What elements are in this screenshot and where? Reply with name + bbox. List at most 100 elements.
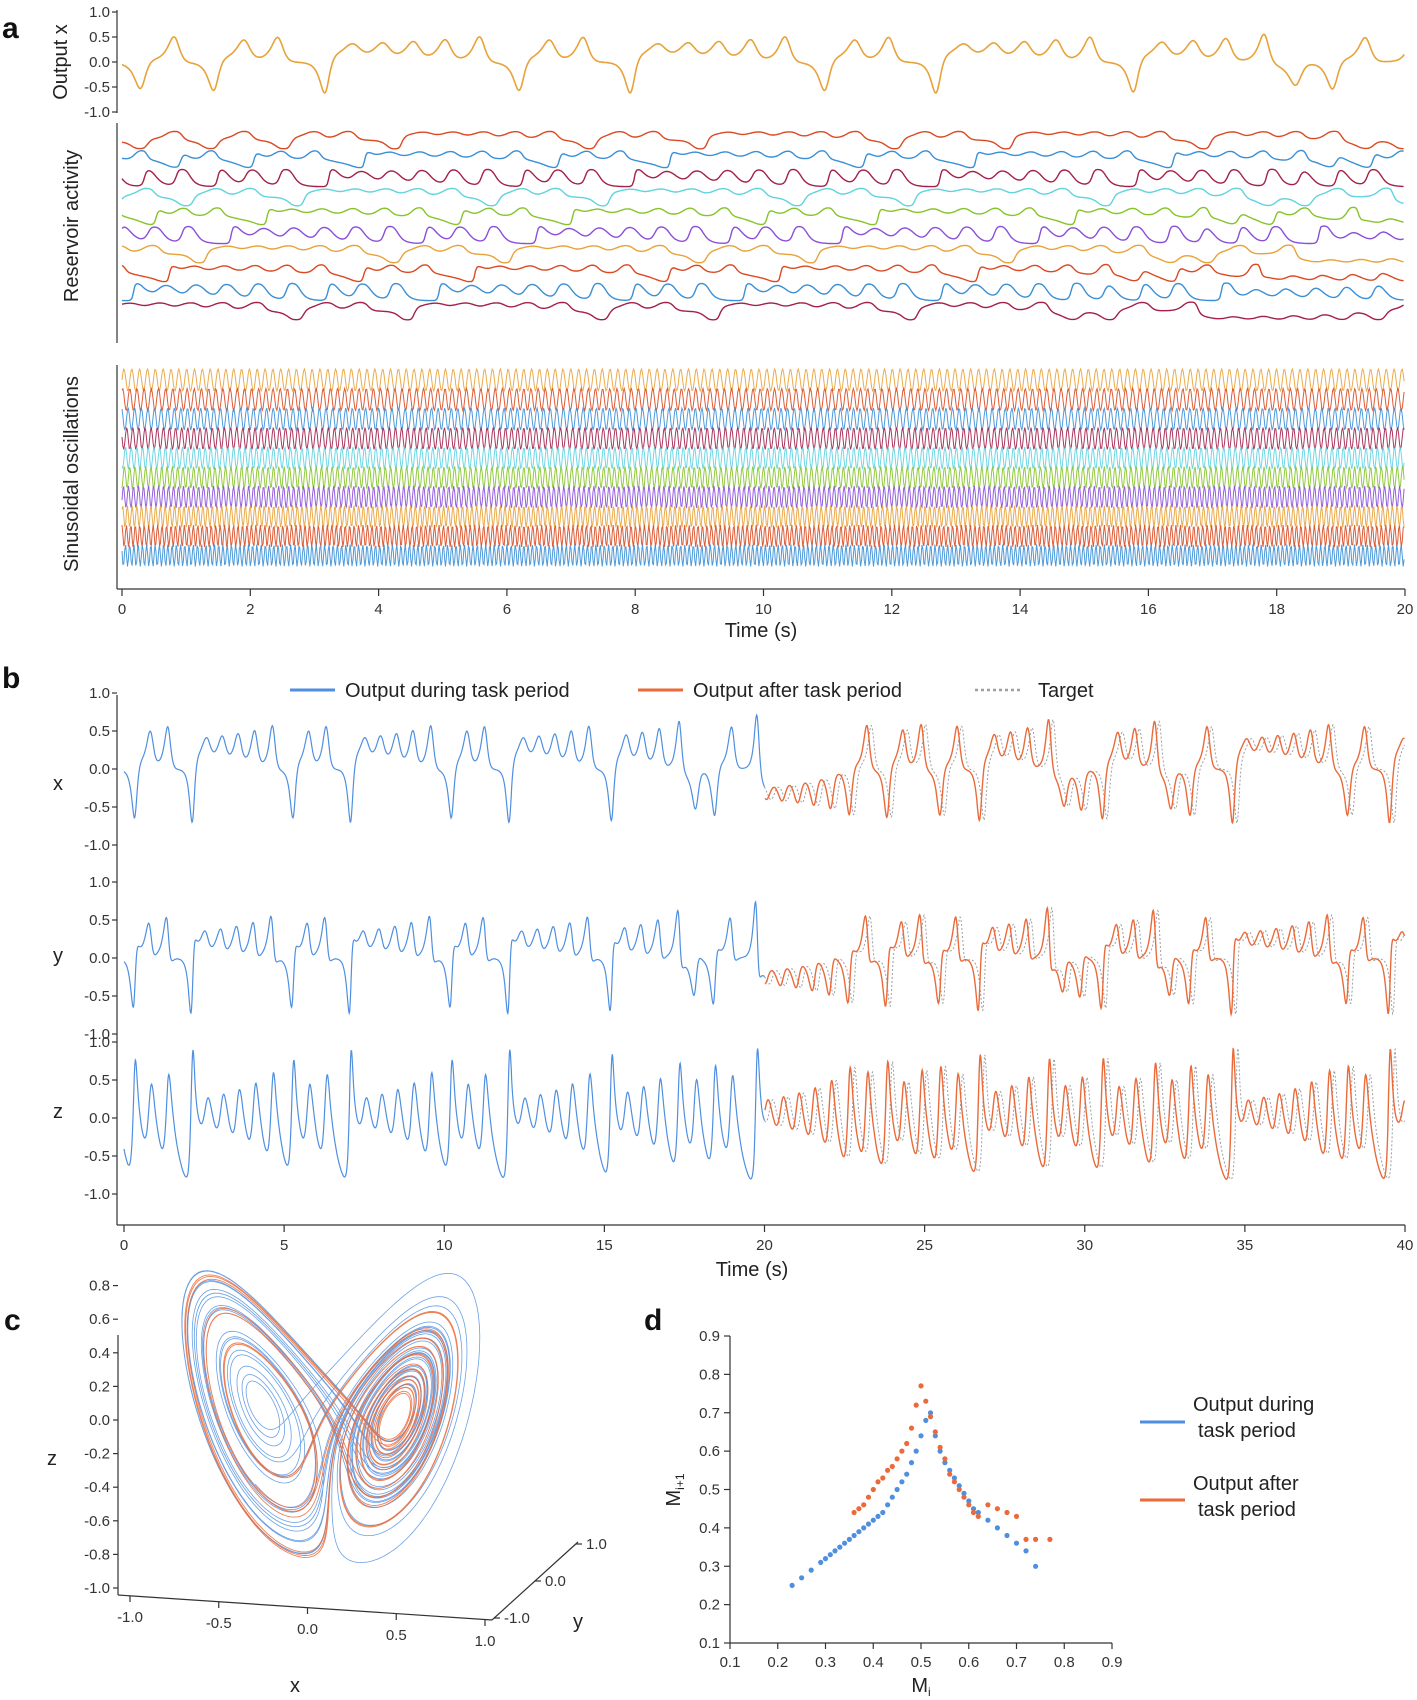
d-point-after — [1047, 1536, 1053, 1542]
d-point-task — [846, 1536, 853, 1542]
a-xticks: 0 2 4 6 8 10 12 14 16 18 20 — [118, 589, 1414, 618]
c-ztick-label: 0.6 — [89, 1311, 110, 1328]
b-ytick-label: -1.0 — [84, 1026, 110, 1043]
d-ytick-label: 0.7 — [699, 1405, 720, 1422]
d-point-task — [913, 1448, 919, 1454]
c-xlabel: x — [290, 1675, 300, 1697]
b-ytick-label: -0.5 — [84, 988, 110, 1005]
b-ylabel-z: z — [53, 1101, 63, 1123]
panel-letter-d: d — [644, 1304, 662, 1337]
b-ytick-label: 0.5 — [89, 723, 110, 740]
d-point-task — [956, 1483, 962, 1489]
d-legend-task-line1: Output during — [1193, 1394, 1314, 1416]
d-ylabel-sub: i+1 — [673, 1473, 687, 1490]
a-xtick-label: 6 — [503, 601, 511, 618]
c-ztick-label: -1.0 — [84, 1580, 110, 1597]
d-point-task — [904, 1471, 910, 1477]
c-x-axis — [117, 1594, 493, 1621]
b-ytick-label: -1.0 — [84, 837, 110, 854]
a-ytick-label: -0.5 — [84, 79, 110, 96]
d-xtick-label: 0.6 — [958, 1654, 979, 1671]
c-xtick-label: -1.0 — [117, 1609, 143, 1626]
d-point-after — [932, 1429, 938, 1435]
d-point-task — [927, 1410, 934, 1416]
d-xtick-label: 0.7 — [1006, 1654, 1027, 1671]
b-ytick-label: -1.0 — [84, 1186, 110, 1203]
d-point-task — [1023, 1548, 1029, 1554]
d-xtick-label: 0.4 — [863, 1654, 884, 1671]
b-yticks: 1.00.50.0-0.5-1.01.00.50.0-0.5-1.01.00.5… — [84, 685, 117, 1203]
d-point-after — [865, 1494, 872, 1500]
c-xtick-label: 1.0 — [475, 1633, 496, 1650]
a-sinusoid-line — [121, 484, 1405, 510]
d-point-after — [913, 1402, 919, 1408]
a-xtick-label: 20 — [1397, 601, 1414, 618]
c-attractor-3d — [181, 1270, 481, 1563]
d-legend-after-line1: Output after — [1193, 1473, 1299, 1495]
d-point-after — [1004, 1509, 1010, 1516]
c-ytick-label: -1.0 — [504, 1610, 530, 1627]
d-ytick-label: 0.4 — [699, 1520, 720, 1537]
a-reservoir-line — [121, 301, 1404, 321]
d-xlabel-main: M — [911, 1675, 928, 1697]
d-ticks: 0.1 0.2 0.3 0.4 0.5 0.6 0.7 0.8 0.9 0.1 0.2 0.3 0.4 0… — [699, 1328, 1122, 1671]
b-target-line — [764, 1047, 1405, 1180]
d-xlabel-sub: i — [928, 1685, 931, 1699]
b-legend: Output during task period Output after t… — [290, 680, 1094, 702]
d-legend-after-line2: task period — [1198, 1499, 1296, 1521]
d-point-task — [889, 1494, 895, 1500]
a-sinusoid-plot — [121, 367, 1405, 567]
d-point-after — [918, 1383, 924, 1389]
a-reservoir-line — [121, 168, 1404, 188]
d-point-after — [927, 1414, 934, 1420]
d-point-after — [870, 1486, 876, 1493]
d-point-task — [1004, 1532, 1010, 1539]
d-point-task — [985, 1517, 991, 1523]
d-point-after — [1033, 1536, 1039, 1542]
a-reservoir-plot — [121, 130, 1404, 321]
a-sinusoid-line — [121, 427, 1405, 450]
c-ztick-label: -0.4 — [84, 1479, 110, 1496]
d-point-after — [961, 1494, 967, 1500]
d-point-task — [975, 1509, 981, 1516]
d-point-task — [856, 1529, 862, 1535]
d-point-after — [885, 1467, 891, 1473]
d-xtick-label: 0.5 — [911, 1654, 932, 1671]
a-ytick-label: 1.0 — [89, 4, 110, 21]
c-xtick-label: -0.5 — [206, 1615, 232, 1632]
d-point-after — [880, 1475, 886, 1481]
d-ytick-label: 0.1 — [699, 1635, 720, 1652]
a-sinusoid-line — [121, 544, 1405, 567]
d-point-after — [956, 1486, 962, 1493]
a-reservoir-line — [121, 244, 1404, 264]
a-xtick-label: 0 — [118, 601, 126, 618]
d-ytick-label: 0.2 — [699, 1597, 720, 1614]
d-xtick-label: 0.3 — [815, 1654, 836, 1671]
a-sinusoid-line — [121, 465, 1405, 490]
d-point-task — [908, 1460, 915, 1466]
b-xtick-label: 5 — [280, 1237, 288, 1254]
c-ytick-label: 1.0 — [586, 1536, 607, 1553]
c-ztick-label: 0.8 — [89, 1278, 110, 1295]
b-xticks: 0 5 10 15 20 25 30 35 40 — [120, 1225, 1413, 1254]
d-xtick-label: 0.8 — [1054, 1654, 1075, 1671]
d-point-task — [837, 1544, 843, 1550]
d-xtick-label: 0.9 — [1102, 1654, 1123, 1671]
b-task-line — [123, 1048, 766, 1180]
b-legend-target-label: Target — [1038, 680, 1094, 702]
d-ytick-label: 0.8 — [699, 1366, 720, 1383]
a-yticks: 1.0 0.5 0.0 -0.5 -1.0 — [84, 4, 117, 121]
d-point-task — [832, 1548, 838, 1554]
c-zlabel: z — [47, 1448, 57, 1470]
d-point-task — [875, 1513, 881, 1519]
d-point-after — [947, 1471, 953, 1477]
d-point-after — [899, 1448, 905, 1454]
d-point-after — [856, 1506, 862, 1512]
b-xtick-label: 30 — [1076, 1237, 1093, 1254]
d-point-after — [851, 1509, 857, 1516]
c-ylabel: y — [573, 1611, 583, 1633]
d-point-task — [880, 1509, 886, 1516]
d-point-task — [966, 1498, 972, 1504]
a-ylabel-reservoir: Reservoir activity — [61, 150, 83, 302]
d-point-task — [942, 1460, 948, 1466]
